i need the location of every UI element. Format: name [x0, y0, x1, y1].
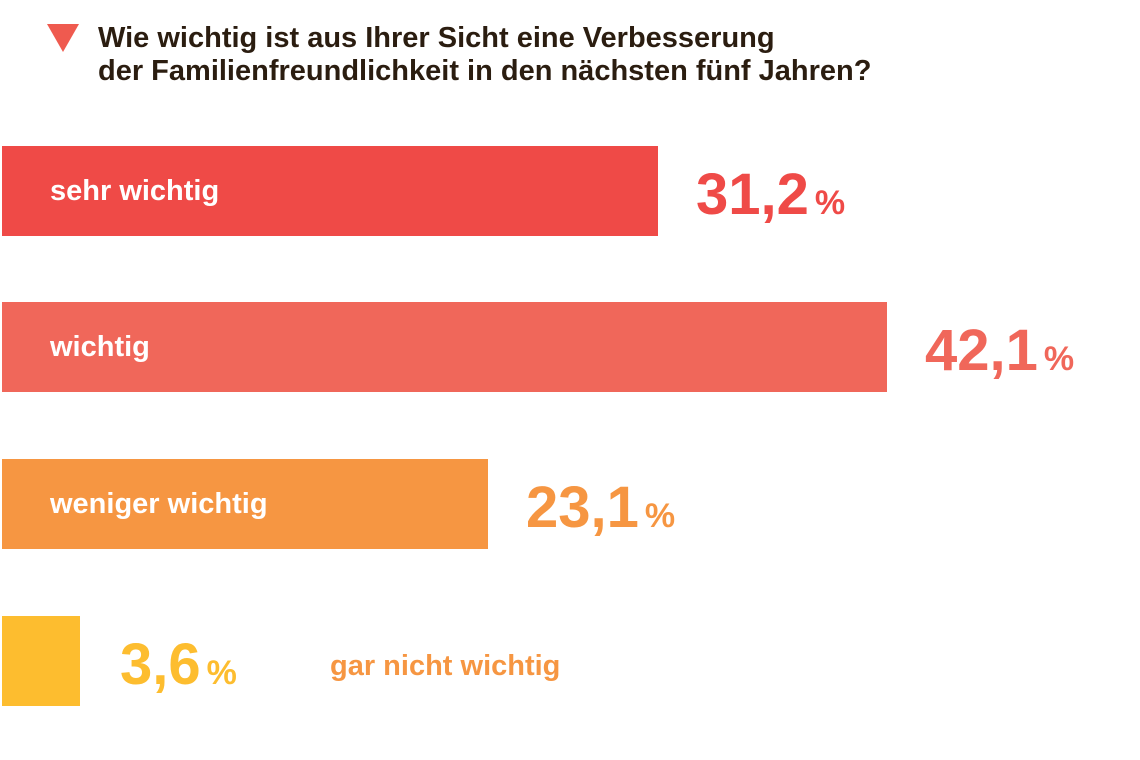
value-unit: % [814, 184, 846, 222]
value-unit: % [1043, 340, 1075, 378]
bar-weniger-wichtig: weniger wichtig [2, 459, 488, 549]
value-label-gar-nicht-wichtig: 3,6% [120, 636, 237, 694]
value-label-wichtig: 42,1% [925, 322, 1074, 380]
bar-label-sehr-wichtig: sehr wichtig [50, 175, 220, 207]
bar-label-weniger-wichtig: weniger wichtig [50, 488, 268, 520]
value-number: 42,1 [925, 318, 1038, 383]
value-label-weniger-wichtig: 23,1% [526, 479, 675, 537]
bar-label-gar-nicht-wichtig: gar nicht wichtig [330, 650, 561, 682]
value-unit: % [644, 497, 676, 535]
bar-wichtig: wichtig [2, 302, 887, 392]
bar-sehr-wichtig: sehr wichtig [2, 146, 658, 236]
value-number: 3,6 [120, 632, 201, 697]
value-label-sehr-wichtig: 31,2% [696, 166, 845, 224]
value-unit: % [206, 654, 237, 692]
bar-gar-nicht-wichtig [2, 616, 80, 706]
chart-title-line-1: Wie wichtig ist aus Ihrer Sicht eine Ver… [98, 22, 775, 54]
title-marker-icon [47, 24, 79, 52]
value-number: 31,2 [696, 162, 809, 227]
value-number: 23,1 [526, 475, 639, 540]
bar-label-wichtig: wichtig [50, 331, 150, 363]
chart-title: Wie wichtig ist aus Ihrer Sicht eine Ver… [98, 22, 871, 88]
chart-title-line-2: der Familienfreundlichkeit in den nächst… [98, 55, 872, 88]
